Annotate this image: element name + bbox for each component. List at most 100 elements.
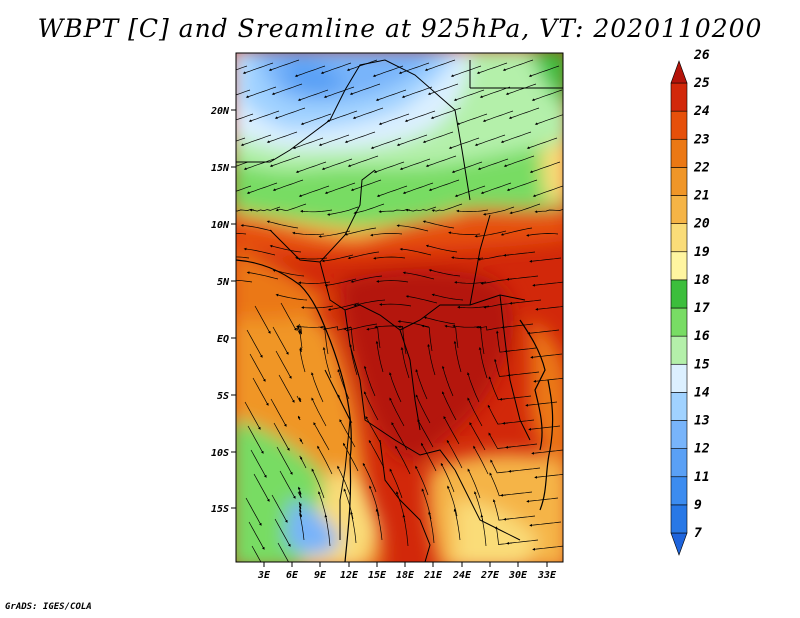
streamline [370,137,402,149]
streamline [318,134,350,146]
colorbar-label: 24 [693,104,710,119]
colorbar-label: 18 [694,273,710,288]
streamline [503,251,536,257]
streamline [246,271,279,280]
streamline [474,230,507,238]
streamline [248,521,265,550]
streamline [299,347,306,373]
streamlines [236,59,563,562]
streamline [272,179,304,191]
streamline [246,329,263,358]
streamline [249,206,281,212]
colorbar-segment [670,195,688,224]
streamline [428,179,460,191]
streamline [249,353,266,382]
streamline [254,305,271,334]
streamline [375,508,383,541]
streamline [421,442,437,472]
coastline [236,259,554,562]
streamline [474,134,506,146]
streamline [349,83,381,95]
streamline [504,347,537,353]
streamline [503,515,536,521]
streamline [362,462,377,493]
streamline [276,446,293,475]
streamline [318,230,351,238]
streamline [248,110,280,122]
streamline [311,397,327,427]
colorbar-segment [670,476,688,506]
colorbar-label: 16 [694,329,710,344]
streamline [251,545,262,562]
streamline [453,508,461,541]
streamline [279,470,296,499]
colorbar-segment [670,167,688,196]
streamline [271,83,303,95]
streamline [299,455,307,469]
streamline [292,137,324,149]
lon-label: 12E [340,570,359,581]
streamline [467,372,480,403]
streamline [535,306,563,311]
streamline [236,113,254,121]
streamline [372,65,404,77]
streamline [295,256,328,260]
colorbar-segment [670,60,688,84]
streamline [427,343,436,376]
streamline [313,422,330,451]
streamline [415,394,431,424]
streamline [273,422,290,451]
streamline [271,494,288,523]
colorbar-segment [670,335,688,365]
streamline [296,325,303,349]
streamline [299,437,304,445]
lon-label: 6E [286,570,299,581]
streamline [423,316,456,325]
streamline [311,468,325,499]
streamline [396,224,429,232]
streamline [508,107,540,119]
lon-label: 21E [423,570,443,581]
streamline [379,303,412,307]
streamline [374,325,404,331]
lat-label: 10N [211,220,230,231]
streamline [266,220,299,229]
streamline [534,209,563,214]
streamline [269,155,301,167]
streamline [405,295,438,304]
streamline [236,137,246,142]
streamline [427,83,459,95]
streamline [376,185,408,197]
lat-label: 20N [210,106,230,117]
streamline [322,346,332,379]
streamline [350,511,357,544]
streamline [378,209,411,213]
colorbar-label: 13 [694,414,710,429]
streamline [444,324,459,349]
colorbar-label: 17 [694,301,710,316]
streamline [428,511,435,544]
streamline [453,89,485,101]
colorbar-segment [670,420,688,449]
streamline [253,473,270,502]
streamline [294,65,326,77]
lon-label: 27E [480,570,500,581]
colorbar-segment [670,392,688,421]
streamline [250,449,267,478]
streamline [278,374,295,403]
streamline [272,326,289,355]
map-frame [235,52,564,563]
streamline [365,415,382,445]
colorbar-segment [670,223,688,253]
streamline [275,293,308,301]
streamline [370,233,403,237]
lon-label: 3E [257,570,271,581]
streamline [247,425,264,454]
streamline [402,271,435,280]
streamline [454,185,486,197]
streamline [243,247,276,256]
streamline [507,371,540,377]
streamline [508,467,541,473]
streamline [482,110,514,122]
streamline [266,131,298,143]
